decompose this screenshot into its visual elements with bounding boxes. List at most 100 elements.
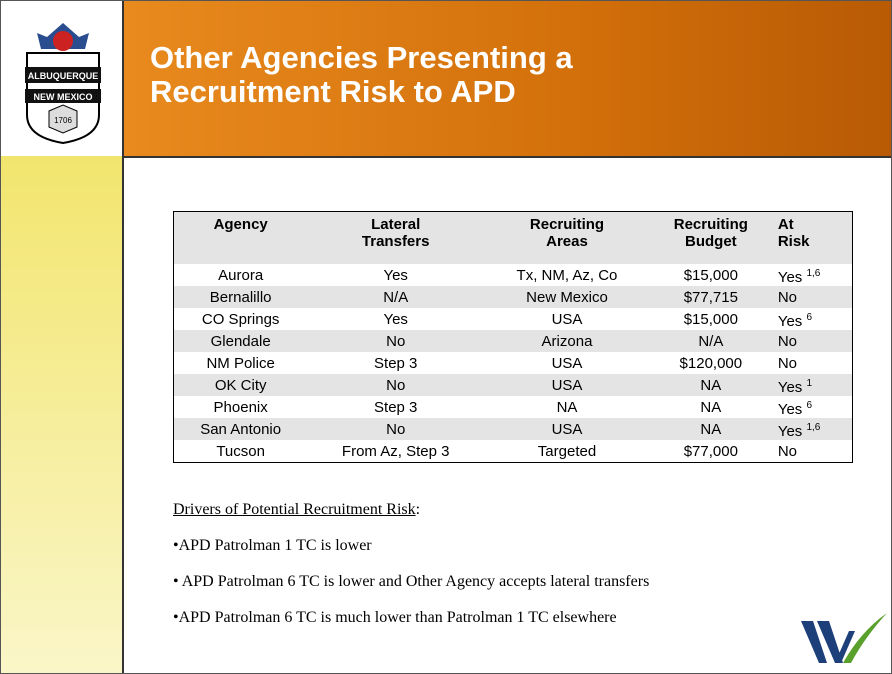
cell-text: No (386, 376, 406, 394)
cell: Aurora (174, 264, 308, 286)
logo-state: NEW MEXICO (33, 92, 92, 102)
cell: NA (484, 396, 650, 418)
cell: No (772, 352, 853, 374)
cell: No (771, 330, 853, 352)
cell-text: No (777, 288, 797, 306)
cell: USA (484, 308, 650, 330)
cell-text: N/A (698, 332, 724, 350)
cell: $15,000 (650, 264, 772, 286)
cell: No (307, 374, 485, 396)
cell: Tx, NM, Az, Co (484, 264, 650, 286)
cell: San Antonio (173, 418, 308, 440)
cell: CO Springs (174, 308, 308, 330)
cell-text: OK City (214, 376, 267, 394)
cell-text: N/A (383, 288, 409, 306)
header-line: Lateral (371, 216, 421, 233)
title: Other Agencies Presenting a Recruitment … (150, 40, 573, 109)
cell-text: $120,000 (679, 354, 743, 372)
cell: $120,000 (650, 352, 772, 374)
cell: $77,000 (650, 440, 772, 463)
cell: NA (649, 374, 772, 396)
cell-text: Arizona (541, 332, 593, 350)
header-line: At (777, 216, 794, 233)
cell-text: NA (700, 420, 722, 438)
cell-text: USA (551, 310, 583, 328)
header-line: Areas (546, 233, 588, 250)
header-line: Risk (777, 233, 810, 250)
cell: Bernalillo (173, 286, 308, 308)
cell: USA (484, 418, 650, 440)
cell-text: Tx, NM, Az, Co (516, 266, 618, 284)
cell: Yes (307, 264, 484, 286)
cell: Step 3 (307, 352, 484, 374)
column-header: Lateral Transfers (307, 211, 485, 264)
cell-text: Aurora (218, 266, 264, 284)
cell: No (771, 286, 853, 308)
cell-text: Yes (383, 310, 408, 328)
cell-text: Phoenix (213, 398, 268, 416)
cell-text: San Antonio (200, 420, 282, 438)
footnote: 6 (806, 311, 813, 323)
bullet: • APD Patrolman 6 TC is lower and Other … (173, 573, 650, 590)
cell-text: NA (700, 398, 722, 416)
cell: From Az, Step 3 (307, 440, 484, 463)
header-band: Other Agencies Presenting a Recruitment … (122, 1, 891, 158)
cell: Tucson (174, 440, 308, 463)
logo-city: ALBUQUERQUE (28, 71, 99, 81)
cell-text: USA (551, 376, 583, 394)
footnote: 6 (806, 399, 813, 411)
cell-text: NM Police (206, 354, 275, 372)
column-header: Recruiting Areas (484, 211, 650, 264)
column-header: At Risk (771, 211, 853, 264)
cell-text: USA (551, 354, 583, 372)
cell-text: Step 3 (374, 398, 418, 416)
cell-text: Yes (777, 268, 803, 286)
table-row: San Antonio No USA NA Yes 1,6 (173, 418, 853, 440)
bullet: •APD Patrolman 6 TC is much lower than P… (173, 609, 617, 626)
cell: Yes 1,6 (771, 418, 853, 440)
cell-text: $15,000 (683, 310, 738, 328)
table-row: Phoenix Step 3 NA NA Yes 6 (174, 396, 853, 418)
cell-text: USA (551, 420, 583, 438)
column-header: Agency (173, 211, 308, 264)
bullet: •APD Patrolman 1 TC is lower (173, 537, 372, 554)
cell-text: Targeted (537, 442, 597, 460)
cell-text: New Mexico (526, 288, 608, 306)
cell: Yes 1 (771, 374, 853, 396)
drivers: Drivers of Potential Recruitment Risk: •… (173, 501, 650, 626)
cell-text: Tucson (216, 442, 265, 460)
cell-text: From Az, Step 3 (341, 442, 450, 460)
cell: Arizona (484, 330, 650, 352)
cell: No (307, 330, 485, 352)
cell-text: No (386, 332, 406, 350)
cell-text: Yes (777, 422, 803, 440)
cell: Yes (307, 308, 484, 330)
logo-year: 1706 (54, 116, 72, 125)
table-row: Aurora Yes Tx, NM, Az, Co $15,000 Yes 1,6 (174, 264, 853, 286)
header-line: Recruiting (673, 216, 748, 233)
cell: N/A (649, 330, 772, 352)
cell: No (772, 440, 853, 463)
cell-text: No (777, 332, 797, 350)
cell: NA (650, 396, 772, 418)
cell: Yes 6 (772, 396, 853, 418)
header-line: Budget (685, 233, 737, 250)
cell-text: Yes (777, 312, 803, 330)
cell: USA (484, 352, 650, 374)
table-row: OK City No USA NA Yes 1 (173, 374, 853, 396)
header-line: Recruiting (529, 216, 605, 233)
table-row: CO Springs Yes USA $15,000 Yes 6 (174, 308, 853, 330)
cell-text: No (777, 442, 797, 460)
drivers-heading: Drivers of Potential Recruitment Risk (173, 501, 416, 518)
footnote: 1,6 (806, 421, 821, 433)
cell-text: $77,000 (683, 442, 738, 460)
cell-text: NA (556, 398, 578, 416)
header-line: Transfers (361, 233, 430, 250)
agency-table: Agency Lateral Transfers Recruiting Areas Rec… (173, 211, 853, 463)
cell-text: Step 3 (374, 354, 418, 372)
cell-text: CO Springs (201, 310, 280, 328)
cell-text: $77,715 (683, 288, 738, 306)
cell: OK City (173, 374, 308, 396)
header-line: Agency (213, 216, 268, 233)
